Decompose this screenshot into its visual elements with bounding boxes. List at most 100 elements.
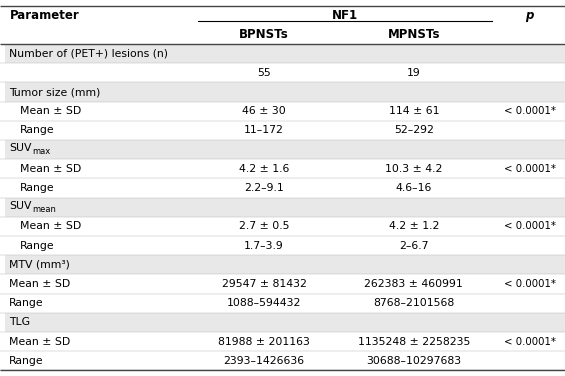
Text: < 0.0001*: < 0.0001*: [503, 337, 556, 347]
Bar: [195, 102, 333, 121]
Bar: [494, 140, 565, 159]
Bar: [494, 236, 565, 255]
Text: Range: Range: [9, 298, 44, 308]
Bar: [5, 274, 195, 294]
Bar: [5, 82, 195, 102]
Bar: [5, 351, 195, 370]
Text: 29547 ± 81432: 29547 ± 81432: [221, 279, 307, 289]
Bar: [494, 25, 565, 44]
Bar: [195, 294, 333, 313]
Bar: [494, 6, 565, 25]
Bar: [5, 25, 195, 44]
Bar: [494, 178, 565, 198]
Bar: [195, 313, 333, 332]
Bar: [333, 351, 494, 370]
Text: 30688–10297683: 30688–10297683: [366, 356, 462, 366]
Bar: [333, 274, 494, 294]
Text: 19: 19: [407, 68, 421, 78]
Bar: [195, 236, 333, 255]
Bar: [195, 140, 333, 159]
Bar: [195, 82, 333, 102]
Text: 2–6.7: 2–6.7: [399, 241, 429, 250]
Text: Parameter: Parameter: [10, 9, 80, 22]
Bar: [333, 82, 494, 102]
Text: 114 ± 61: 114 ± 61: [389, 106, 439, 116]
Text: 55: 55: [257, 68, 271, 78]
Bar: [494, 294, 565, 313]
Bar: [5, 178, 195, 198]
Bar: [494, 198, 565, 217]
Bar: [5, 313, 195, 332]
Bar: [333, 159, 494, 178]
Text: < 0.0001*: < 0.0001*: [503, 221, 556, 231]
Bar: [5, 63, 195, 82]
Text: 1.7–3.9: 1.7–3.9: [244, 241, 284, 250]
Bar: [195, 121, 333, 140]
Text: NF1: NF1: [332, 9, 358, 22]
Bar: [494, 44, 565, 63]
Bar: [494, 121, 565, 140]
Text: mean: mean: [32, 205, 56, 214]
Bar: [5, 236, 195, 255]
Bar: [195, 351, 333, 370]
Bar: [5, 102, 195, 121]
Text: BPNSTs: BPNSTs: [239, 28, 289, 41]
Bar: [333, 44, 494, 63]
Text: < 0.0001*: < 0.0001*: [503, 106, 556, 116]
Bar: [5, 6, 195, 25]
Bar: [195, 63, 333, 82]
Bar: [333, 140, 494, 159]
Bar: [5, 121, 195, 140]
Bar: [333, 6, 494, 25]
Bar: [5, 332, 195, 351]
Bar: [333, 255, 494, 274]
Text: < 0.0001*: < 0.0001*: [503, 164, 556, 174]
Text: Tumor size (mm): Tumor size (mm): [9, 87, 101, 97]
Bar: [494, 63, 565, 82]
Text: 2.2–9.1: 2.2–9.1: [244, 183, 284, 193]
Bar: [494, 102, 565, 121]
Bar: [333, 236, 494, 255]
Text: 4.2 ± 1.6: 4.2 ± 1.6: [239, 164, 289, 174]
Bar: [333, 121, 494, 140]
Bar: [195, 198, 333, 217]
Bar: [494, 255, 565, 274]
Text: 2393–1426636: 2393–1426636: [224, 356, 305, 366]
Text: 4.6–16: 4.6–16: [396, 183, 432, 193]
Bar: [333, 332, 494, 351]
Bar: [5, 294, 195, 313]
Bar: [195, 332, 333, 351]
Text: 46 ± 30: 46 ± 30: [242, 106, 286, 116]
Bar: [333, 217, 494, 236]
Text: Mean ± SD: Mean ± SD: [9, 337, 70, 347]
Text: TLG: TLG: [9, 317, 30, 327]
Bar: [333, 313, 494, 332]
Bar: [5, 159, 195, 178]
Bar: [195, 44, 333, 63]
Bar: [5, 255, 195, 274]
Bar: [494, 313, 565, 332]
Bar: [494, 159, 565, 178]
Bar: [195, 217, 333, 236]
Text: SUV: SUV: [9, 143, 32, 153]
Bar: [5, 44, 195, 63]
Text: 262383 ± 460991: 262383 ± 460991: [364, 279, 463, 289]
Text: MPNSTs: MPNSTs: [388, 28, 440, 41]
Text: Range: Range: [9, 356, 44, 366]
Text: 2.7 ± 0.5: 2.7 ± 0.5: [239, 221, 289, 231]
Text: 52–292: 52–292: [394, 126, 434, 135]
Bar: [195, 178, 333, 198]
Bar: [494, 351, 565, 370]
Bar: [494, 217, 565, 236]
Bar: [333, 198, 494, 217]
Bar: [333, 63, 494, 82]
Text: Number of (PET+) lesions (n): Number of (PET+) lesions (n): [9, 49, 168, 59]
Bar: [195, 255, 333, 274]
Text: Mean ± SD: Mean ± SD: [20, 106, 81, 116]
Text: Range: Range: [20, 241, 55, 250]
Text: MTV (mm³): MTV (mm³): [9, 260, 70, 270]
Bar: [5, 198, 195, 217]
Text: Mean ± SD: Mean ± SD: [20, 221, 81, 231]
Text: < 0.0001*: < 0.0001*: [503, 279, 556, 289]
Text: p: p: [525, 9, 534, 22]
